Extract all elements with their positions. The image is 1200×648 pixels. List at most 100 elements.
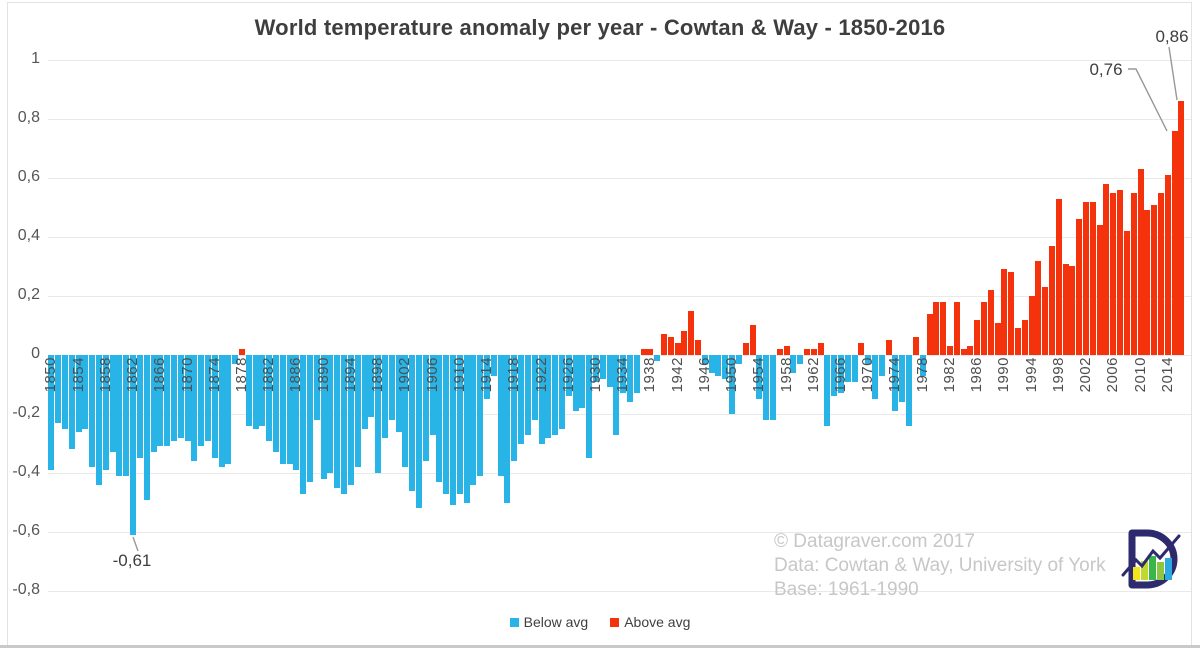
- bar-1982: [946, 346, 953, 355]
- bar-1913: [477, 355, 484, 476]
- legend-item-above-avg: Above avg: [610, 614, 690, 630]
- gridline--0,6: [48, 532, 1191, 533]
- bar-1918: [511, 355, 518, 461]
- watermark-data-source: Data: Cowtan & Way, University of York: [774, 555, 1106, 576]
- bar-2009: [1130, 193, 1137, 355]
- gridline-0: [48, 355, 1191, 356]
- annotation-min-1862: -0,61: [112, 551, 152, 570]
- bar-1965: [831, 355, 838, 396]
- bar-1946: [701, 355, 708, 364]
- bar-1929: [586, 355, 593, 458]
- bar-2006: [1110, 193, 1117, 355]
- bar-1970: [865, 355, 872, 364]
- bar-1950: [729, 355, 736, 414]
- bar-1881: [259, 355, 266, 426]
- bar-1867: [164, 355, 171, 446]
- bar-1855: [82, 355, 89, 429]
- bar-2007: [1117, 190, 1124, 355]
- bar-1975: [899, 355, 906, 402]
- watermark-base-period: Base: 1961-1990: [774, 579, 919, 600]
- watermark: © Datagraver.com 2017 Data: Cowtan & Way…: [774, 530, 1106, 602]
- gridline--0,8: [48, 591, 1191, 592]
- bar-1925: [558, 355, 565, 429]
- y-axis-tick--0,2: -0,2: [12, 404, 40, 421]
- y-axis-tick-1: 1: [31, 50, 40, 67]
- datagraver-logo: [1121, 529, 1181, 589]
- bar-1861: [123, 355, 130, 476]
- bar-1998: [1055, 199, 1062, 355]
- bar-1943: [681, 331, 688, 355]
- y-axis-tick-0: 0: [31, 345, 40, 362]
- bar-1996: [1042, 287, 1049, 355]
- bar-1915: [490, 355, 497, 376]
- bar-1988: [987, 290, 994, 355]
- bar-1872: [198, 355, 205, 446]
- y-axis-tick-0,2: 0,2: [17, 286, 40, 303]
- bar-1873: [204, 355, 211, 441]
- bar-1969: [858, 343, 865, 355]
- bar-1922: [538, 355, 545, 444]
- bar-1931: [599, 355, 606, 379]
- bar-1912: [470, 355, 477, 485]
- bar-2002: [1083, 202, 1090, 355]
- bar-1854: [75, 355, 82, 432]
- bar-2015: [1171, 131, 1178, 355]
- bar-1852: [62, 355, 68, 429]
- bar-1993: [1021, 320, 1028, 355]
- bar-1862: [130, 355, 137, 535]
- gridline-0,6: [48, 178, 1191, 179]
- bar-2010: [1137, 169, 1144, 355]
- bar-1874: [211, 355, 218, 458]
- bar-1989: [994, 323, 1001, 355]
- above-avg-swatch-icon: [610, 617, 620, 627]
- gridline--0,2: [48, 414, 1191, 415]
- gridline-0,4: [48, 237, 1191, 238]
- bar-1858: [102, 355, 109, 470]
- bar-1920: [524, 355, 531, 435]
- bar-1884: [279, 355, 286, 464]
- bar-1879: [245, 355, 252, 426]
- bar-1966: [838, 355, 844, 393]
- bar-1885: [286, 355, 293, 464]
- bar-1900: [388, 355, 395, 420]
- below-avg-swatch-icon: [509, 617, 519, 627]
- bar-1979: [926, 314, 933, 355]
- bar-1889: [313, 355, 320, 420]
- bar-1985: [967, 346, 974, 355]
- bar-1928: [579, 355, 586, 408]
- bar-1909: [450, 355, 456, 505]
- y-axis-tick-0,4: 0,4: [17, 227, 40, 244]
- bar-1857: [96, 355, 103, 485]
- bar-1972: [878, 355, 885, 376]
- bar-1882: [266, 355, 273, 441]
- bar-2011: [1144, 210, 1151, 355]
- y-axis-tick--0,4: -0,4: [12, 463, 40, 480]
- bar-1910: [456, 355, 463, 494]
- bar-1992: [1014, 328, 1021, 355]
- bar-1897: [368, 355, 375, 417]
- bar-2014: [1164, 175, 1171, 355]
- bar-1864: [143, 355, 150, 500]
- bar-1877: [232, 355, 239, 364]
- bar-1968: [851, 355, 858, 382]
- bar-1949: [722, 355, 729, 379]
- bar-1850: [48, 355, 55, 470]
- bar-1927: [572, 355, 579, 411]
- bar-1903: [409, 355, 416, 491]
- bar-1856: [89, 355, 96, 467]
- bar-1991: [1008, 272, 1015, 355]
- bar-1902: [402, 355, 409, 467]
- gridline--0,4: [48, 473, 1191, 474]
- bar-1938: [647, 349, 654, 355]
- bar-1954: [756, 355, 763, 399]
- bar-1906: [429, 355, 436, 435]
- bar-1961: [803, 349, 810, 355]
- bar-1888: [307, 355, 314, 482]
- bar-1940: [661, 334, 668, 355]
- gridline-1: [48, 60, 1191, 61]
- y-axis-tick--0,6: -0,6: [12, 522, 40, 539]
- bar-1934: [620, 355, 627, 393]
- bar-2013: [1157, 193, 1164, 355]
- bar-1883: [273, 355, 280, 452]
- legend-item-below-avg: Below avg: [509, 614, 588, 630]
